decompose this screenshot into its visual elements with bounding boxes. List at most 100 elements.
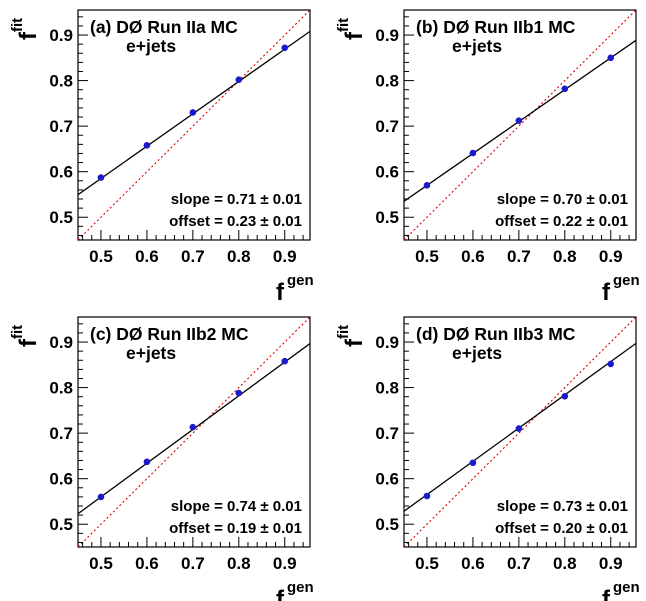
x-axis-label: f gen [602, 272, 640, 306]
svg-text:fit: fit [9, 325, 26, 339]
panel-subtitle: e+jets [452, 36, 502, 56]
data-point [469, 149, 477, 157]
y-tick-label: 0.8 [49, 72, 73, 91]
x-tick-label: 0.7 [181, 554, 205, 573]
offset-label: offset = 0.22 ± 0.01 [495, 213, 628, 230]
y-tick-label: 0.5 [375, 208, 399, 227]
svg-text:f: f [602, 279, 611, 306]
x-tick-label: 0.6 [461, 247, 485, 266]
slope-label: slope = 0.71 ± 0.01 [171, 191, 302, 208]
svg-text:gen: gen [287, 272, 314, 289]
x-tick-label: 0.8 [553, 247, 577, 266]
x-tick-label: 0.5 [415, 554, 439, 573]
data-point [189, 109, 197, 116]
slope-label: slope = 0.70 ± 0.01 [497, 191, 628, 208]
svg-text:gen: gen [287, 579, 314, 596]
panel-title: (a) DØ Run IIa MC [90, 17, 238, 37]
y-tick-label: 0.6 [375, 163, 399, 182]
offset-label: offset = 0.23 ± 0.01 [169, 213, 302, 230]
x-tick-label: 0.6 [135, 247, 159, 266]
chart-panel: 0.5 0.6 0.7 0.8 0.9 0.5 0.6 0.7 0.8 0.9 (b) DØ Run… [335, 9, 640, 306]
data-point [469, 459, 477, 467]
svg-text:f: f [15, 338, 42, 347]
y-tick-label: 0.7 [49, 117, 73, 136]
svg-text:fit: fit [9, 18, 26, 32]
identity-line [78, 10, 310, 240]
identity-line [404, 10, 636, 240]
x-tick-label: 0.9 [273, 247, 297, 266]
y-tick-label: 0.5 [49, 208, 73, 227]
x-tick-label: 0.9 [599, 247, 623, 266]
data-point [235, 389, 243, 397]
svg-text:gen: gen [613, 579, 640, 596]
data-point [607, 54, 615, 62]
x-tick-label: 0.6 [135, 554, 159, 573]
data-point [143, 458, 151, 466]
y-tick-label: 0.5 [49, 515, 73, 534]
slope-label: slope = 0.73 ± 0.01 [497, 498, 628, 515]
x-tick-label: 0.7 [507, 247, 531, 266]
x-tick-label: 0.8 [227, 247, 251, 266]
data-point [423, 492, 431, 500]
panel-subtitle: e+jets [126, 343, 176, 363]
identity-line [78, 317, 310, 547]
data-point [281, 357, 289, 365]
data-point [97, 493, 105, 501]
y-tick-label: 0.8 [375, 72, 399, 91]
plot-frame [77, 316, 311, 548]
y-tick-label: 0.8 [49, 379, 73, 398]
offset-label: offset = 0.19 ± 0.01 [169, 520, 302, 537]
x-tick-label: 0.7 [181, 247, 205, 266]
data-point [515, 425, 523, 432]
data-point [423, 182, 431, 189]
y-tick-label: 0.9 [375, 26, 399, 45]
svg-text:f: f [276, 279, 285, 306]
y-tick-label: 0.7 [375, 117, 399, 136]
y-tick-label: 0.6 [49, 470, 73, 489]
svg-text:f: f [602, 586, 611, 601]
x-axis-label: f gen [276, 272, 314, 306]
y-tick-label: 0.7 [375, 424, 399, 443]
x-tick-label: 0.6 [461, 554, 485, 573]
x-axis-label: f gen [276, 579, 314, 601]
panel-subtitle: e+jets [452, 343, 502, 363]
x-tick-label: 0.5 [89, 247, 113, 266]
panel-title: (b) DØ Run IIb1 MC [416, 17, 576, 37]
plot-frame [403, 9, 637, 241]
data-point [515, 117, 523, 124]
y-tick-label: 0.9 [375, 333, 399, 352]
x-axis-label: f gen [602, 579, 640, 601]
y-tick-label: 0.8 [375, 379, 399, 398]
chart-panel: 0.5 0.6 0.7 0.8 0.9 0.5 0.6 0.7 0.8 0.9 (c) DØ Run… [9, 316, 314, 601]
data-point [97, 174, 105, 181]
svg-text:f: f [341, 338, 368, 347]
svg-text:f: f [15, 31, 42, 40]
y-tick-label: 0.9 [49, 333, 73, 352]
svg-text:gen: gen [613, 272, 640, 289]
x-tick-label: 0.8 [227, 554, 251, 573]
data-point [561, 85, 569, 93]
x-tick-label: 0.5 [415, 247, 439, 266]
panel-title: (c) DØ Run IIb2 MC [90, 324, 249, 344]
data-point [143, 141, 151, 149]
y-tick-label: 0.6 [375, 470, 399, 489]
y-tick-label: 0.6 [49, 163, 73, 182]
panel-title: (d) DØ Run IIb3 MC [416, 324, 576, 344]
data-point [561, 392, 569, 400]
y-tick-label: 0.7 [49, 424, 73, 443]
x-tick-label: 0.9 [599, 554, 623, 573]
plot-frame [403, 316, 637, 548]
chart-panel: 0.5 0.6 0.7 0.8 0.9 0.5 0.6 0.7 0.8 0.9 (d) DØ Run… [335, 316, 640, 601]
slope-label: slope = 0.74 ± 0.01 [171, 498, 302, 515]
x-tick-label: 0.7 [507, 554, 531, 573]
data-point [281, 44, 289, 52]
x-tick-label: 0.8 [553, 554, 577, 573]
svg-text:f: f [276, 586, 285, 601]
offset-label: offset = 0.20 ± 0.01 [495, 520, 628, 537]
y-tick-label: 0.5 [375, 515, 399, 534]
